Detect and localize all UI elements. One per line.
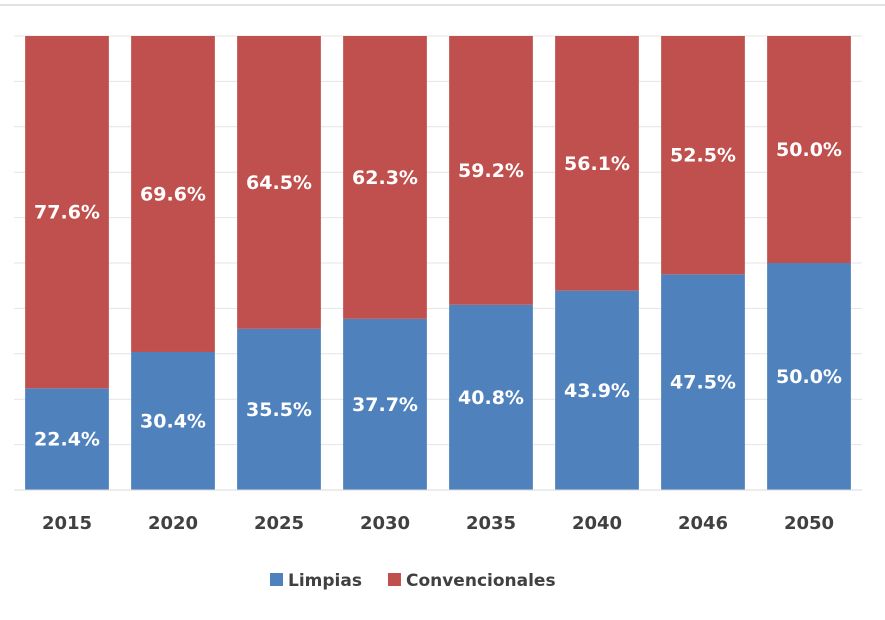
x-tick-label: 2015: [42, 513, 92, 534]
data-label: 52.5%: [670, 145, 736, 167]
bar-segment: [25, 36, 109, 389]
x-tick-label: 2040: [572, 513, 622, 534]
legend-swatch: [387, 573, 401, 586]
bar-segment: [131, 36, 215, 352]
data-label: 50.0%: [776, 139, 842, 161]
data-label: 37.7%: [352, 394, 418, 416]
legend-label: Convencionales: [406, 571, 556, 591]
data-label: 59.2%: [458, 160, 524, 182]
bar-segment: [661, 36, 745, 275]
legend-label: Limpias: [288, 571, 362, 591]
bar-segment: [449, 304, 533, 490]
bar-segment: [237, 36, 321, 329]
bar-segment: [555, 290, 639, 490]
data-label: 43.9%: [564, 380, 630, 402]
data-label: 77.6%: [34, 202, 100, 224]
x-tick-label: 2030: [360, 513, 410, 534]
data-label: 47.5%: [670, 372, 736, 394]
data-label: 69.6%: [140, 183, 206, 205]
data-label: 64.5%: [246, 172, 312, 194]
bar-segment: [131, 351, 215, 490]
data-label: 50.0%: [776, 366, 842, 388]
data-label: 35.5%: [246, 399, 312, 421]
bar-segment: [237, 328, 321, 490]
bar-segment: [343, 318, 427, 490]
x-tick-label: 2035: [466, 513, 516, 534]
data-label: 56.1%: [564, 153, 630, 175]
bar-segment: [25, 388, 109, 490]
data-label: 30.4%: [140, 410, 206, 432]
legend-swatch: [270, 573, 283, 586]
x-tick-label: 2025: [254, 513, 304, 534]
x-tick-label: 2046: [678, 513, 728, 534]
bar-segment: [661, 274, 745, 490]
bar-segment: [449, 36, 533, 305]
bar-segment: [767, 263, 851, 490]
data-label: 22.4%: [34, 429, 100, 451]
bar-segment: [343, 36, 427, 319]
data-label: 62.3%: [352, 167, 418, 189]
x-tick-label: 2020: [148, 513, 198, 534]
x-tick-label: 2050: [784, 513, 834, 534]
bar-segment: [555, 36, 639, 291]
data-label: 40.8%: [458, 387, 524, 409]
bar-segment: [767, 36, 851, 263]
